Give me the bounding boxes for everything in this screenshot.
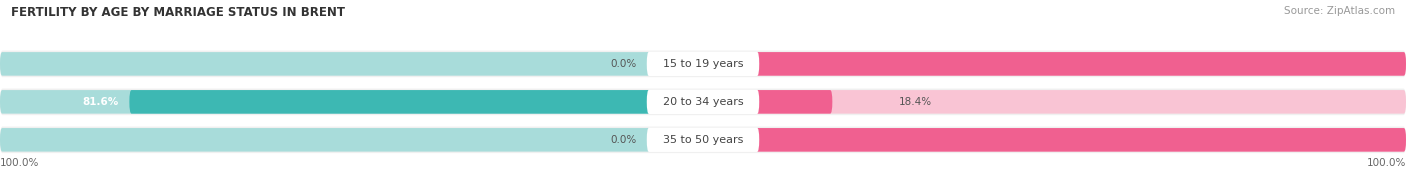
Text: 0.0%: 0.0% [610, 59, 637, 69]
FancyBboxPatch shape [703, 90, 832, 114]
FancyBboxPatch shape [0, 89, 1406, 115]
Text: 100.0%: 100.0% [0, 158, 39, 168]
Text: 100.0%: 100.0% [1367, 158, 1406, 168]
Text: 81.6%: 81.6% [83, 97, 120, 107]
FancyBboxPatch shape [0, 127, 1406, 153]
Text: 35 to 50 years: 35 to 50 years [662, 135, 744, 145]
FancyBboxPatch shape [703, 128, 1406, 152]
FancyBboxPatch shape [703, 128, 1406, 152]
FancyBboxPatch shape [0, 51, 1406, 77]
Text: 18.4%: 18.4% [900, 97, 932, 107]
Text: 20 to 34 years: 20 to 34 years [662, 97, 744, 107]
FancyBboxPatch shape [647, 128, 759, 152]
Text: 15 to 19 years: 15 to 19 years [662, 59, 744, 69]
FancyBboxPatch shape [129, 90, 703, 114]
FancyBboxPatch shape [703, 90, 1406, 114]
FancyBboxPatch shape [0, 90, 703, 114]
Text: 0.0%: 0.0% [610, 135, 637, 145]
FancyBboxPatch shape [647, 52, 759, 76]
FancyBboxPatch shape [703, 52, 1406, 76]
Text: Source: ZipAtlas.com: Source: ZipAtlas.com [1284, 6, 1395, 16]
FancyBboxPatch shape [647, 90, 759, 114]
FancyBboxPatch shape [0, 128, 703, 152]
Text: FERTILITY BY AGE BY MARRIAGE STATUS IN BRENT: FERTILITY BY AGE BY MARRIAGE STATUS IN B… [11, 6, 346, 19]
FancyBboxPatch shape [703, 52, 1406, 76]
FancyBboxPatch shape [0, 52, 703, 76]
